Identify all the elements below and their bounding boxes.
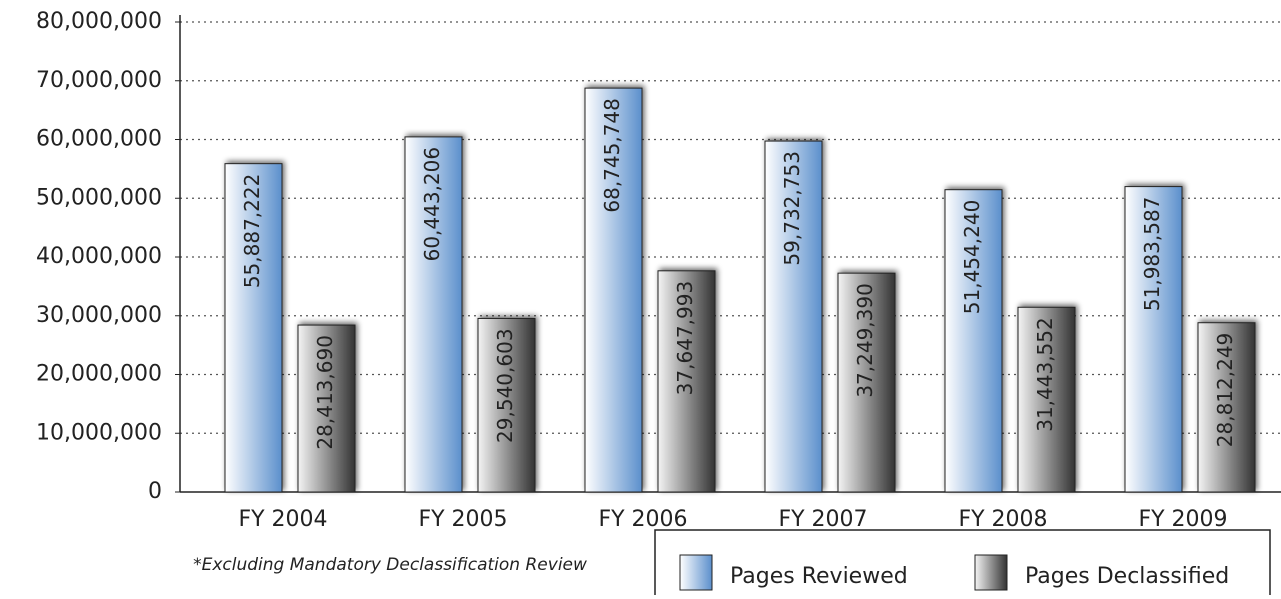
footnote: *Excluding Mandatory Declassification Re… (193, 555, 587, 575)
bar (477, 317, 536, 493)
y-tick-label: 10,000,000 (36, 420, 162, 445)
x-tick-label: FY 2009 (1138, 507, 1227, 532)
bar (584, 87, 643, 493)
bar (1124, 186, 1183, 493)
value-label: 68,745,748 (600, 98, 624, 213)
value-label: 60,443,206 (420, 147, 444, 262)
bar (657, 270, 716, 493)
bar (764, 140, 823, 493)
x-tick-label: FY 2006 (598, 507, 687, 532)
x-tick-label: FY 2008 (958, 507, 1047, 532)
legend-box (654, 529, 1271, 599)
bar (944, 189, 1003, 493)
y-tick-label: 80,000,000 (36, 9, 162, 34)
value-label: 28,413,690 (313, 335, 337, 450)
bar (404, 136, 463, 493)
legend-label: Pages Reviewed (730, 564, 908, 589)
value-label: 29,540,603 (493, 328, 517, 443)
y-tick-label: 40,000,000 (36, 244, 162, 269)
value-label: 51,983,587 (1140, 197, 1164, 312)
bar (224, 163, 283, 493)
value-label: 51,454,240 (960, 200, 984, 315)
y-tick-label: 70,000,000 (36, 68, 162, 93)
y-tick-label: 20,000,000 (36, 362, 162, 387)
legend-swatch (679, 554, 713, 591)
bar (297, 324, 356, 493)
y-tick-label: 30,000,000 (36, 303, 162, 328)
value-label: 37,647,993 (673, 281, 697, 396)
bar (837, 272, 896, 493)
y-tick-label: 60,000,000 (36, 127, 162, 152)
bar (1017, 306, 1076, 493)
y-tick-label: 50,000,000 (36, 185, 162, 210)
y-tick-label: 0 (148, 479, 162, 504)
value-label: 31,443,552 (1033, 317, 1057, 432)
x-tick-label: FY 2007 (778, 507, 867, 532)
value-label: 37,249,390 (853, 283, 877, 398)
bar (1197, 322, 1256, 493)
value-label: 59,732,753 (780, 151, 804, 266)
legend-swatch (974, 554, 1008, 591)
legend-label: Pages Declassified (1025, 564, 1229, 589)
x-tick-label: FY 2005 (418, 507, 507, 532)
value-label: 28,812,249 (1213, 333, 1237, 448)
x-tick-label: FY 2004 (238, 507, 327, 532)
value-label: 55,887,222 (240, 174, 264, 289)
